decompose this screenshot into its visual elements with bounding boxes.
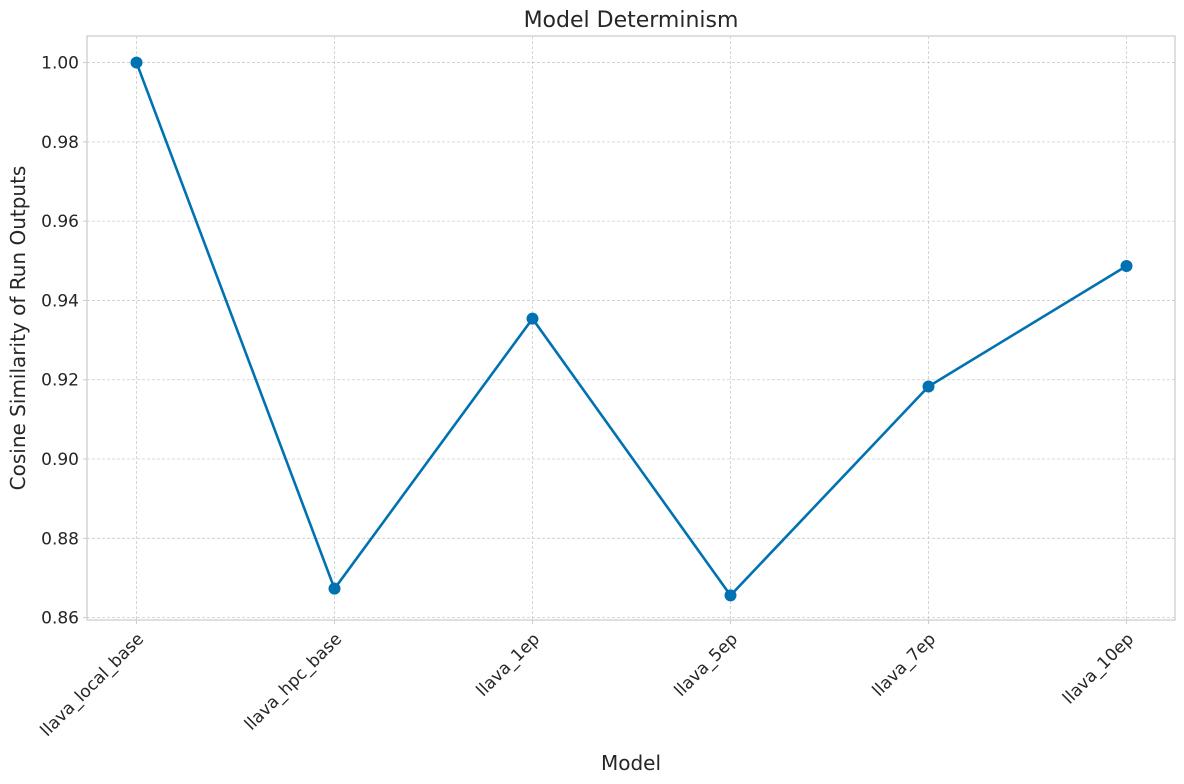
data-point [526,312,539,325]
y-tick-label: 1.00 [41,54,79,74]
grid [87,36,1175,620]
y-tick-label: 0.94 [41,291,79,311]
chart-title: Model Determinism [524,8,739,33]
data-point [922,380,935,393]
x-tick-label: llava_local_base [37,629,148,740]
y-tick-label: 0.98 [41,133,79,153]
y-axis-label: Cosine Similarity of Run Outputs [6,166,30,491]
data-point [130,56,143,69]
y-axis: 0.86 0.88 0.90 0.92 0.94 0.96 0.98 1.00 [41,54,87,629]
x-tick-label: llava_5ep [671,629,742,700]
data-point [724,589,737,602]
x-tick-label: llava_7ep [869,629,940,700]
x-tick-label: llava_hpc_base [241,629,346,734]
y-tick-label: 0.96 [41,212,79,232]
y-tick-label: 0.90 [41,450,79,470]
x-axis: llava_local_base llava_hpc_base llava_1ep l… [37,620,1138,741]
data-point [1120,259,1133,272]
y-tick-label: 0.86 [41,609,79,629]
series [130,56,1133,602]
series-line [135,62,1128,597]
y-tick-label: 0.92 [41,371,79,391]
y-tick-label: 0.88 [41,529,79,549]
x-tick-label: llava_10ep [1059,629,1138,708]
x-tick-label: llava_1ep [473,629,544,700]
data-point [328,582,341,595]
plot-frame [86,35,1176,621]
x-axis-label: Model [601,751,661,775]
